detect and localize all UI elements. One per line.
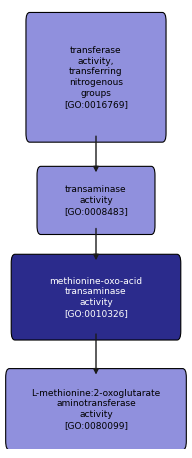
FancyBboxPatch shape: [26, 12, 166, 142]
Text: transferase
activity,
transferring
nitrogenous
groups
[GO:0016769]: transferase activity, transferring nitro…: [64, 46, 128, 109]
FancyBboxPatch shape: [11, 254, 181, 340]
FancyBboxPatch shape: [6, 369, 186, 450]
Text: L-methionine:2-oxoglutarate
aminotransferase
activity
[GO:0080099]: L-methionine:2-oxoglutarate aminotransfe…: [31, 389, 161, 430]
Text: methionine-oxo-acid
transaminase
activity
[GO:0010326]: methionine-oxo-acid transaminase activit…: [49, 277, 143, 318]
Text: transaminase
activity
[GO:0008483]: transaminase activity [GO:0008483]: [64, 185, 128, 216]
FancyBboxPatch shape: [37, 166, 155, 234]
